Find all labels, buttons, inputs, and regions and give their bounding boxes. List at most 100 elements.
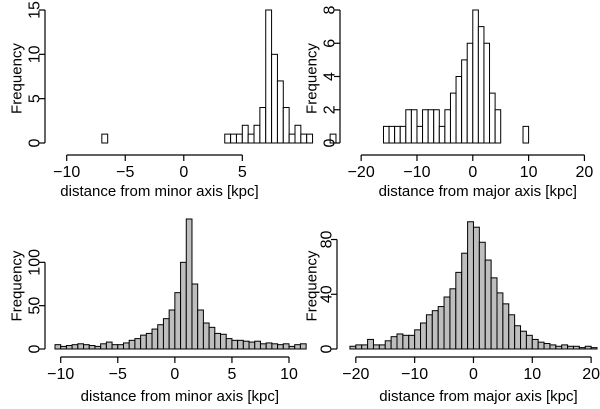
histogram-bar [399,125,407,144]
histogram-bar [410,109,418,144]
x-tick-label: 5 [227,366,236,383]
histogram-bar [438,125,446,144]
x-tick-label: 10 [280,366,298,383]
histogram-bar [378,344,386,350]
histogram-bar [396,333,404,350]
x-axis-title: distance from minor axis [kpc] [81,388,279,405]
histogram-bar [472,226,480,350]
histogram-bar [367,338,374,350]
histogram-bar [101,133,109,144]
histogram-bar [508,314,516,350]
histogram-bar [472,9,479,144]
y-tick-label: 100 [27,249,44,276]
histogram-bar [140,334,147,350]
histogram-bar [157,324,164,350]
histogram-bar [483,42,491,144]
histogram-bar [543,343,551,350]
histogram-bar [224,133,232,144]
histogram-bar [525,334,533,350]
y-tick-label: 80 [319,231,336,249]
histogram-bar [225,338,233,350]
y-tick-label: 50 [27,297,44,315]
histogram-bar [477,26,485,144]
histogram-bar [162,318,170,350]
x-tick-label: −5 [116,164,134,181]
histogram-bar [265,9,273,144]
histogram-bar [248,341,256,350]
histogram-bar [425,314,433,350]
histogram-bar [122,342,130,350]
histogram-bar [489,92,496,144]
histogram-bar [117,344,124,350]
y-tick-label: 2 [322,105,339,114]
histogram-bar [416,125,424,144]
histogram-bar [494,109,502,144]
histogram-bar [520,330,527,350]
histogram-bar [202,322,210,350]
y-tick-label: 15 [27,1,44,19]
histogram-bar [276,80,284,144]
histogram-bar [414,329,422,350]
histogram-bar [71,344,79,350]
histogram-bar [402,334,410,350]
x-tick-label: 5 [238,164,247,181]
histogram-bar [361,344,369,350]
histogram-bar [265,342,273,350]
x-tick-label: 20 [582,366,600,383]
histogram-bar [388,125,396,144]
histogram-bar [282,107,290,144]
x-tick-label: −10 [401,366,428,383]
histogram-bar [478,241,486,350]
x-tick-label: 0 [469,366,478,383]
histogram-bar [247,133,255,144]
histogram-bar [427,109,435,144]
histogram-bar [466,42,474,144]
histogram-bar [390,336,398,350]
histogram-panel-1: −10 −5 0 5 0 5 10 15 distance from minor axis [k… [9,1,495,200]
y-tick-label: 5 [27,94,44,103]
x-tick-label: −10 [403,164,430,181]
histogram-bar [300,133,308,144]
histogram-bar [180,261,187,350]
x-tick-label: 10 [523,366,541,383]
histogram-bar [349,345,357,350]
histogram-bar [567,345,574,350]
histogram-bar [422,109,429,144]
x-tick-label: 0 [179,164,188,181]
histogram-bar [408,334,416,350]
histogram-bar [241,124,249,144]
histogram-bar [208,326,216,350]
histogram-bar [94,345,102,350]
histogram-bar [65,345,73,350]
histogram-bar [83,344,90,350]
histogram-bar [259,107,267,144]
histogram-bar [467,221,474,350]
histogram-bar [235,133,243,144]
histogram-bar [578,347,586,350]
histogram-bar [531,338,539,350]
histogram-bar [168,309,176,350]
histogram-bar [443,296,451,350]
histogram-bar [561,344,569,350]
histogram-bar [355,344,363,350]
histogram-bar [105,341,113,350]
histogram-bar [271,53,278,144]
x-tick-label: 0 [468,164,477,181]
x-tick-label: 10 [520,164,538,181]
histogram-bar [288,345,296,350]
histogram-bar [299,343,307,350]
histogram-bar [329,133,337,144]
y-tick-label: 6 [322,39,339,48]
histogram-bar [449,288,457,350]
histogram-bar [584,345,592,350]
x-tick-label: 0 [170,366,179,383]
x-axis-title: distance from major axis [kpc] [379,183,577,200]
histogram-bar [54,344,62,350]
histogram-bar [484,259,492,350]
y-axis-title: Frequency [9,250,26,321]
histogram-bar [145,332,153,350]
histogram-bar [77,343,85,350]
histogram-bar [277,344,284,350]
y-tick-label: 8 [322,5,339,14]
histogram-bar [288,133,296,144]
